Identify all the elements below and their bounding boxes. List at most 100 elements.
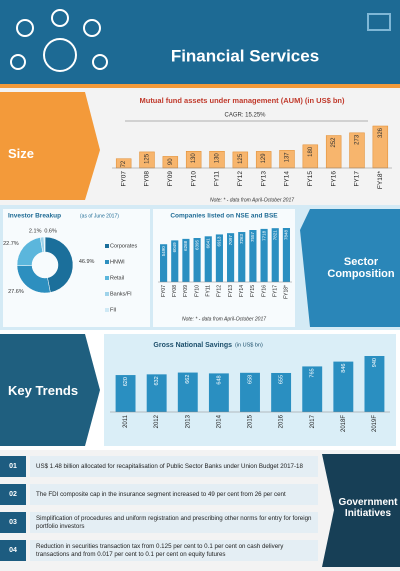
x-tick-label: 2013 xyxy=(185,414,191,428)
value-label: 252 xyxy=(331,137,337,148)
bar xyxy=(193,237,201,282)
note: Note: * - data from April-October 2017 xyxy=(210,197,294,203)
value-label: 658 xyxy=(247,375,253,384)
value-label: 7557 xyxy=(250,232,255,243)
pie-slice xyxy=(43,236,46,253)
initiative-text: The FDI composite cap in the insurance s… xyxy=(30,484,318,505)
bar xyxy=(177,372,198,412)
chart-subtitle: (in US$ bn) xyxy=(235,342,263,348)
value-label: 130 xyxy=(191,153,197,164)
value-label: 6049 xyxy=(172,242,177,253)
value-label: 6641 xyxy=(205,238,210,249)
legend-swatch xyxy=(105,276,109,280)
value-label: 2.1% xyxy=(29,229,42,235)
initiative: 04 Reduction in securities transaction ta… xyxy=(0,540,318,561)
value-label: 6913 xyxy=(217,236,222,247)
chart-title: Companies listed on NSE and BSE xyxy=(170,213,278,220)
value-label: 137 xyxy=(285,152,291,163)
bar xyxy=(364,356,385,412)
value-label: 125 xyxy=(238,153,244,164)
value-label: 130 xyxy=(215,153,221,164)
value-label: 648 xyxy=(216,375,222,384)
x-tick-label: 2015 xyxy=(248,414,254,428)
section-label: Government Initiatives xyxy=(338,497,398,519)
bar xyxy=(240,372,260,412)
book-icon xyxy=(367,13,391,31)
section-label: Sector Composition xyxy=(327,256,395,280)
legend-label: FII xyxy=(110,307,117,313)
x-tick-label: FY10 xyxy=(194,285,200,297)
x-tick-label: FY12 xyxy=(217,285,223,297)
chart-title: Mutual fund assets under management (AUM… xyxy=(139,96,345,105)
x-tick-label: 2011 xyxy=(123,414,129,428)
value-label: 7718 xyxy=(261,230,266,241)
value-label: 7848 xyxy=(284,230,289,241)
initiative-text: Reduction in securities transaction tax … xyxy=(30,540,318,561)
x-tick-label: FY11 xyxy=(206,285,212,297)
value-label: 620 xyxy=(123,377,129,386)
initiative-number: 04 xyxy=(0,540,26,561)
x-tick-label: 2016 xyxy=(279,414,285,428)
value-label: 940 xyxy=(372,358,378,367)
x-tick-label: FY13 xyxy=(228,285,234,297)
initiative-text: US$ 1.48 billion allocated for recapital… xyxy=(30,456,318,477)
legend-swatch xyxy=(105,260,109,264)
value-label: 125 xyxy=(145,153,151,164)
x-tick-label: FY09 xyxy=(183,285,189,297)
x-tick-label: FY15 xyxy=(250,285,256,297)
bar xyxy=(160,244,168,282)
annotation: CAGR: 15.25% xyxy=(224,113,266,119)
bar xyxy=(302,366,323,412)
value-label: 7263 xyxy=(239,234,244,245)
value-label: 655 xyxy=(279,375,285,384)
chart-title: Investor Breakup xyxy=(8,213,61,220)
value-label: 7097 xyxy=(228,235,233,246)
x-tick-label: FY16 xyxy=(261,285,267,297)
section-label: Key Trends xyxy=(8,383,79,398)
bar xyxy=(215,234,223,282)
value-label: 27.6% xyxy=(8,289,24,295)
bar xyxy=(208,373,229,412)
value-label: 273 xyxy=(355,134,361,145)
value-label: 22.7% xyxy=(3,241,19,247)
x-tick-label: FY18* xyxy=(377,171,384,190)
initiative-number: 01 xyxy=(0,456,26,477)
x-tick-label: FY08 xyxy=(144,171,151,187)
initiative-number: 02 xyxy=(0,484,26,505)
note: Note: * - data from April-October 2017 xyxy=(182,316,266,322)
x-tick-label: 2014 xyxy=(216,414,222,428)
legend-label: HNWI xyxy=(110,259,125,265)
legend-label: Retail xyxy=(110,275,124,281)
bar xyxy=(282,228,290,282)
x-tick-label: FY07 xyxy=(161,285,167,297)
bar xyxy=(260,228,268,282)
bar xyxy=(249,230,257,282)
legend-label: Banks/FI xyxy=(110,291,132,297)
initiative-number: 03 xyxy=(0,512,26,533)
chart-title: Gross National Savings xyxy=(153,342,232,349)
legend-swatch xyxy=(105,244,109,248)
value-label: 90 xyxy=(168,158,174,165)
x-tick-label: FY11 xyxy=(214,171,221,186)
bar xyxy=(182,238,190,282)
section-label: Size xyxy=(8,146,35,161)
x-tick-label: FY12 xyxy=(237,171,244,187)
initiative-text: Simplification of procedures and uniform… xyxy=(30,512,318,533)
bar xyxy=(115,375,136,412)
x-tick-label: FY18* xyxy=(284,285,290,299)
value-label: 662 xyxy=(185,375,191,384)
x-tick-label: FY09 xyxy=(167,171,174,187)
x-tick-label: 2019F xyxy=(372,415,378,432)
pie-slice xyxy=(44,236,74,293)
initiatives-arrow xyxy=(322,454,400,567)
bar xyxy=(146,374,167,412)
value-label: 0.6% xyxy=(44,228,57,234)
composition-arrow xyxy=(300,209,400,327)
x-tick-label: FY14 xyxy=(239,285,245,297)
chart-subtitle: (as of June 2017) xyxy=(80,213,119,219)
value-label: 129 xyxy=(261,153,267,164)
value-label: 326 xyxy=(378,127,384,138)
x-tick-label: FY07 xyxy=(120,171,127,187)
initiative: 03 Simplification of procedures and unifo… xyxy=(0,512,318,533)
